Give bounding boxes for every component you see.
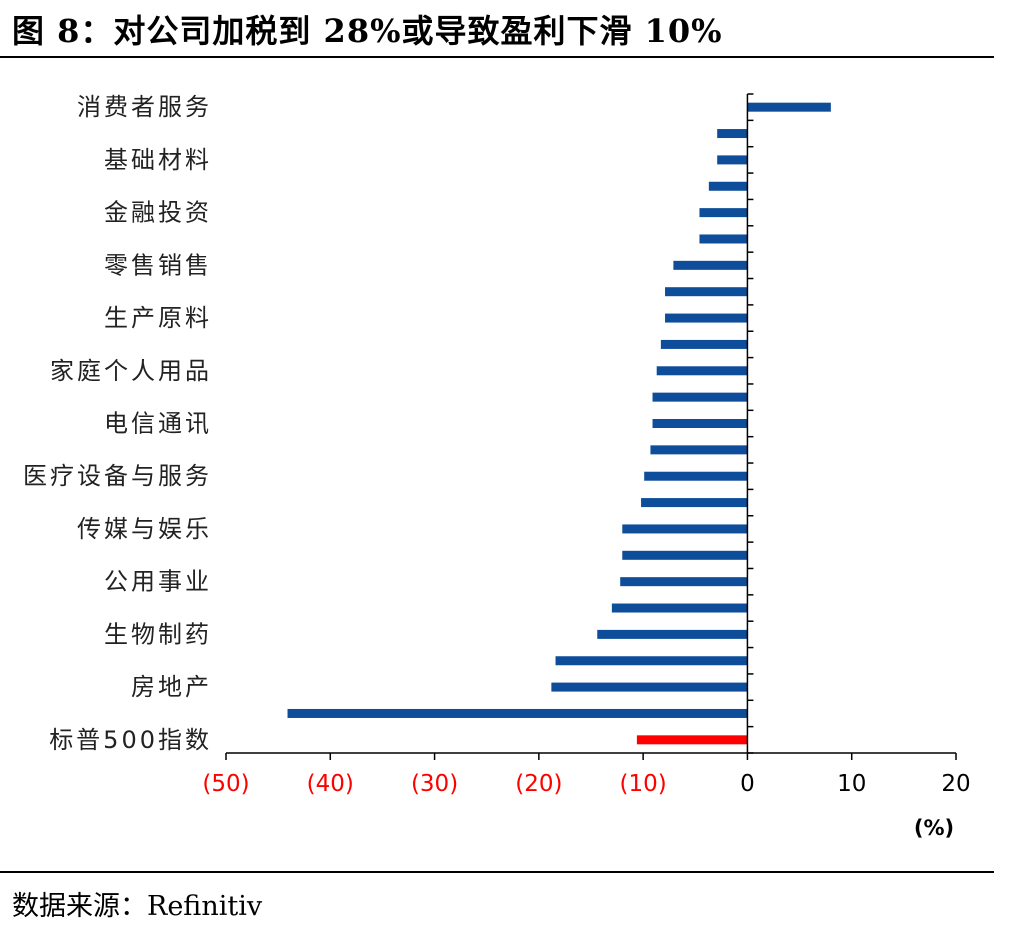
source-note: 数据来源：Refinitiv — [12, 891, 263, 922]
figure-title: 图 8：对公司加税到 28%或导致盈利下滑 10% — [12, 12, 723, 50]
x-tick-label: 20 — [941, 771, 970, 797]
bottom-rule — [0, 871, 994, 873]
x-tick-label: (40) — [307, 771, 354, 797]
x-tick-label: (30) — [411, 771, 458, 797]
bar — [287, 708, 748, 718]
bar — [665, 287, 748, 297]
bar-chart: 消费者服务基础材料金融投资零售销售生产原料家庭个人用品电信通讯医疗设备与服务传媒… — [23, 93, 971, 840]
bar — [611, 603, 748, 613]
category-label: 公用事业 — [104, 568, 212, 596]
bar — [551, 682, 748, 692]
highlight-bar — [636, 735, 748, 745]
category-label: 生产原料 — [104, 304, 212, 332]
category-label: 零售销售 — [104, 251, 212, 279]
category-label: 医疗设备与服务 — [23, 462, 212, 490]
category-label: 房地产 — [131, 673, 212, 701]
x-tick-label: (50) — [202, 771, 249, 797]
bar — [656, 366, 748, 376]
top-rule — [0, 56, 994, 58]
category-label: 电信通讯 — [104, 410, 212, 438]
category-label: 家庭个人用品 — [50, 357, 212, 385]
unit-label: (%) — [914, 816, 954, 840]
x-tick-label: 10 — [837, 771, 866, 797]
bar — [717, 129, 748, 139]
x-tick-label: (10) — [620, 771, 667, 797]
bar — [673, 260, 748, 270]
bar — [641, 498, 748, 508]
x-tick-label: 0 — [740, 771, 755, 797]
bar — [555, 656, 748, 666]
category-label: 基础材料 — [104, 146, 212, 174]
category-label: 标普500指数 — [49, 726, 212, 754]
bar — [622, 524, 748, 534]
bar — [708, 181, 748, 191]
category-label: 消费者服务 — [77, 93, 212, 121]
bar — [699, 234, 748, 244]
bar — [699, 208, 748, 218]
bar — [747, 102, 831, 112]
bar — [597, 629, 748, 639]
x-tick-label: (20) — [515, 771, 562, 797]
bar — [644, 471, 748, 481]
bar — [660, 339, 748, 349]
category-label: 传媒与娱乐 — [77, 515, 212, 543]
category-label: 金融投资 — [104, 199, 212, 227]
bar — [717, 155, 748, 165]
bar — [650, 445, 748, 455]
category-label: 生物制药 — [104, 620, 212, 648]
bar — [652, 392, 748, 402]
bar — [652, 419, 748, 428]
bar — [620, 577, 748, 587]
bar — [622, 550, 748, 560]
bar — [665, 313, 748, 323]
